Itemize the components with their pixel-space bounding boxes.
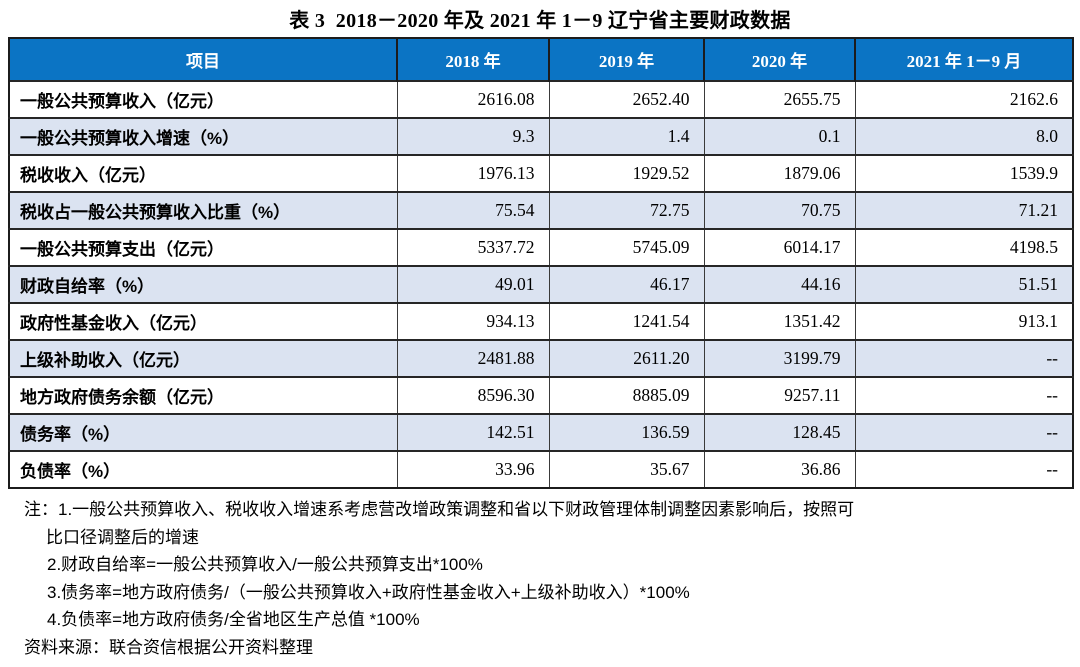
cell-value: 1241.54: [548, 302, 704, 340]
column-header-period: 2019 年: [548, 38, 704, 81]
cell-value: 51.51: [854, 265, 1073, 303]
cell-value: 1976.13: [396, 154, 549, 192]
cell-value: 1.4: [548, 117, 704, 155]
row-label: 一般公共预算收入（亿元）: [8, 80, 397, 118]
cell-value: 46.17: [548, 265, 704, 303]
cell-value: 9257.11: [703, 376, 855, 414]
cell-value: --: [854, 339, 1073, 377]
row-label: 债务率（%）: [8, 413, 397, 451]
cell-value: 9.3: [396, 117, 549, 155]
cell-value: 3199.79: [703, 339, 855, 377]
table-row: 上级补助收入（亿元） 2481.88 2611.20 3199.79 --: [8, 339, 1073, 377]
cell-value: 44.16: [703, 265, 855, 303]
cell-value: 913.1: [854, 302, 1073, 340]
cell-value: 70.75: [703, 191, 855, 229]
table-row: 政府性基金收入（亿元） 934.13 1241.54 1351.42 913.1: [8, 302, 1073, 340]
fiscal-data-table: 项目 2018 年 2019 年 2020 年 2021 年 1－9 月 一般公共预算收…: [8, 37, 1074, 489]
cell-value: 142.51: [396, 413, 549, 451]
table-row: 一般公共预算支出（亿元） 5337.72 5745.09 6014.17 4198.5: [8, 228, 1073, 266]
cell-value: 1351.42: [703, 302, 855, 340]
note-formula-self-sufficiency: 2.财政自给率=一般公共预算收入/一般公共预算支出*100%: [47, 555, 483, 574]
row-label: 负债率（%）: [8, 450, 397, 488]
table-row: 负债率（%） 33.96 35.67 36.86 --: [8, 450, 1073, 488]
cell-value: 934.13: [396, 302, 549, 340]
column-header-period: 2021 年 1－9 月: [854, 38, 1073, 81]
table-row: 一般公共预算收入（亿元） 2616.08 2652.40 2655.75 2162.6: [8, 80, 1073, 118]
cell-value: 2655.75: [703, 80, 855, 118]
cell-value: 136.59: [548, 413, 704, 451]
cell-value: 1929.52: [548, 154, 704, 192]
cell-value: 36.86: [703, 450, 855, 488]
cell-value: 35.67: [548, 450, 704, 488]
cell-value: 33.96: [396, 450, 549, 488]
cell-value: 1539.9: [854, 154, 1073, 192]
table-row: 税收收入（亿元） 1976.13 1929.52 1879.06 1539.9: [8, 154, 1073, 192]
table-row: 财政自给率（%） 49.01 46.17 44.16 51.51: [8, 265, 1073, 303]
cell-value: 4198.5: [854, 228, 1073, 266]
row-label: 上级补助收入（亿元）: [8, 339, 397, 377]
table-body: 一般公共预算收入（亿元） 2616.08 2652.40 2655.75 2162.6 一…: [8, 80, 1073, 488]
note-formula-debt-ratio: 3.债务率=地方政府债务/（一般公共预算收入+政府性基金收入+上级补助收入）*1…: [47, 582, 690, 602]
cell-value: --: [854, 376, 1073, 414]
cell-value: 8885.09: [548, 376, 704, 414]
cell-value: 6014.17: [703, 228, 855, 266]
row-label: 一般公共预算支出（亿元）: [8, 228, 397, 266]
cell-value: 2616.08: [396, 80, 549, 118]
cell-value: --: [854, 413, 1073, 451]
cell-value: 75.54: [396, 191, 549, 229]
cell-value: 128.45: [703, 413, 855, 451]
cell-value: 8596.30: [396, 376, 549, 414]
cell-value: 5337.72: [396, 228, 549, 266]
table-header: 项目 2018 年 2019 年 2020 年 2021 年 1－9 月: [8, 38, 1073, 81]
cell-value: 2652.40: [548, 80, 704, 118]
column-header-period: 2020 年: [703, 38, 855, 81]
cell-value: 2611.20: [548, 339, 704, 377]
table-title: 表 3 2018－2020 年及 2021 年 1－9 辽宁省主要财政数据: [289, 10, 791, 32]
table-row: 债务率（%） 142.51 136.59 128.45 --: [8, 413, 1073, 451]
cell-value: --: [854, 450, 1073, 488]
note-line-1-continuation: 比口径调整后的增速: [46, 527, 199, 547]
column-header-item: 项目: [8, 38, 397, 81]
cell-value: 1879.06: [703, 154, 855, 192]
row-label: 政府性基金收入（亿元）: [8, 302, 397, 340]
header-row: 项目 2018 年 2019 年 2020 年 2021 年 1－9 月: [8, 38, 1073, 81]
row-label: 税收收入（亿元）: [8, 154, 397, 192]
data-source-line: 资料来源：联合资信根据公开资料整理: [24, 637, 313, 657]
row-label: 地方政府债务余额（亿元）: [8, 376, 397, 414]
cell-value: 49.01: [396, 265, 549, 303]
cell-value: 2162.6: [854, 80, 1073, 118]
note-line-1: 注：1.一般公共预算收入、税收收入增速系考虑营改增政策调整和省以下财政管理体制调…: [24, 500, 855, 519]
cell-value: 72.75: [548, 191, 704, 229]
cell-value: 2481.88: [396, 339, 549, 377]
cell-value: 0.1: [703, 117, 855, 155]
note-formula-liability-ratio: 4.负债率=地方政府债务/全省地区生产总值 *100%: [47, 610, 420, 629]
row-label: 一般公共预算收入增速（%）: [8, 117, 397, 155]
table-row: 一般公共预算收入增速（%） 9.3 1.4 0.1 8.0: [8, 117, 1073, 155]
row-label: 税收占一般公共预算收入比重（%）: [8, 191, 397, 229]
table-row: 地方政府债务余额（亿元） 8596.30 8885.09 9257.11 --: [8, 376, 1073, 414]
table-row: 税收占一般公共预算收入比重（%） 75.54 72.75 70.75 71.21: [8, 191, 1073, 229]
cell-value: 8.0: [854, 117, 1073, 155]
cell-value: 71.21: [854, 191, 1073, 229]
cell-value: 5745.09: [548, 228, 704, 266]
column-header-period: 2018 年: [396, 38, 549, 81]
table-notes: 注：1.一般公共预算收入、税收收入增速系考虑营改增政策调整和省以下财政管理体制调…: [0, 496, 1080, 661]
row-label: 财政自给率（%）: [8, 265, 397, 303]
